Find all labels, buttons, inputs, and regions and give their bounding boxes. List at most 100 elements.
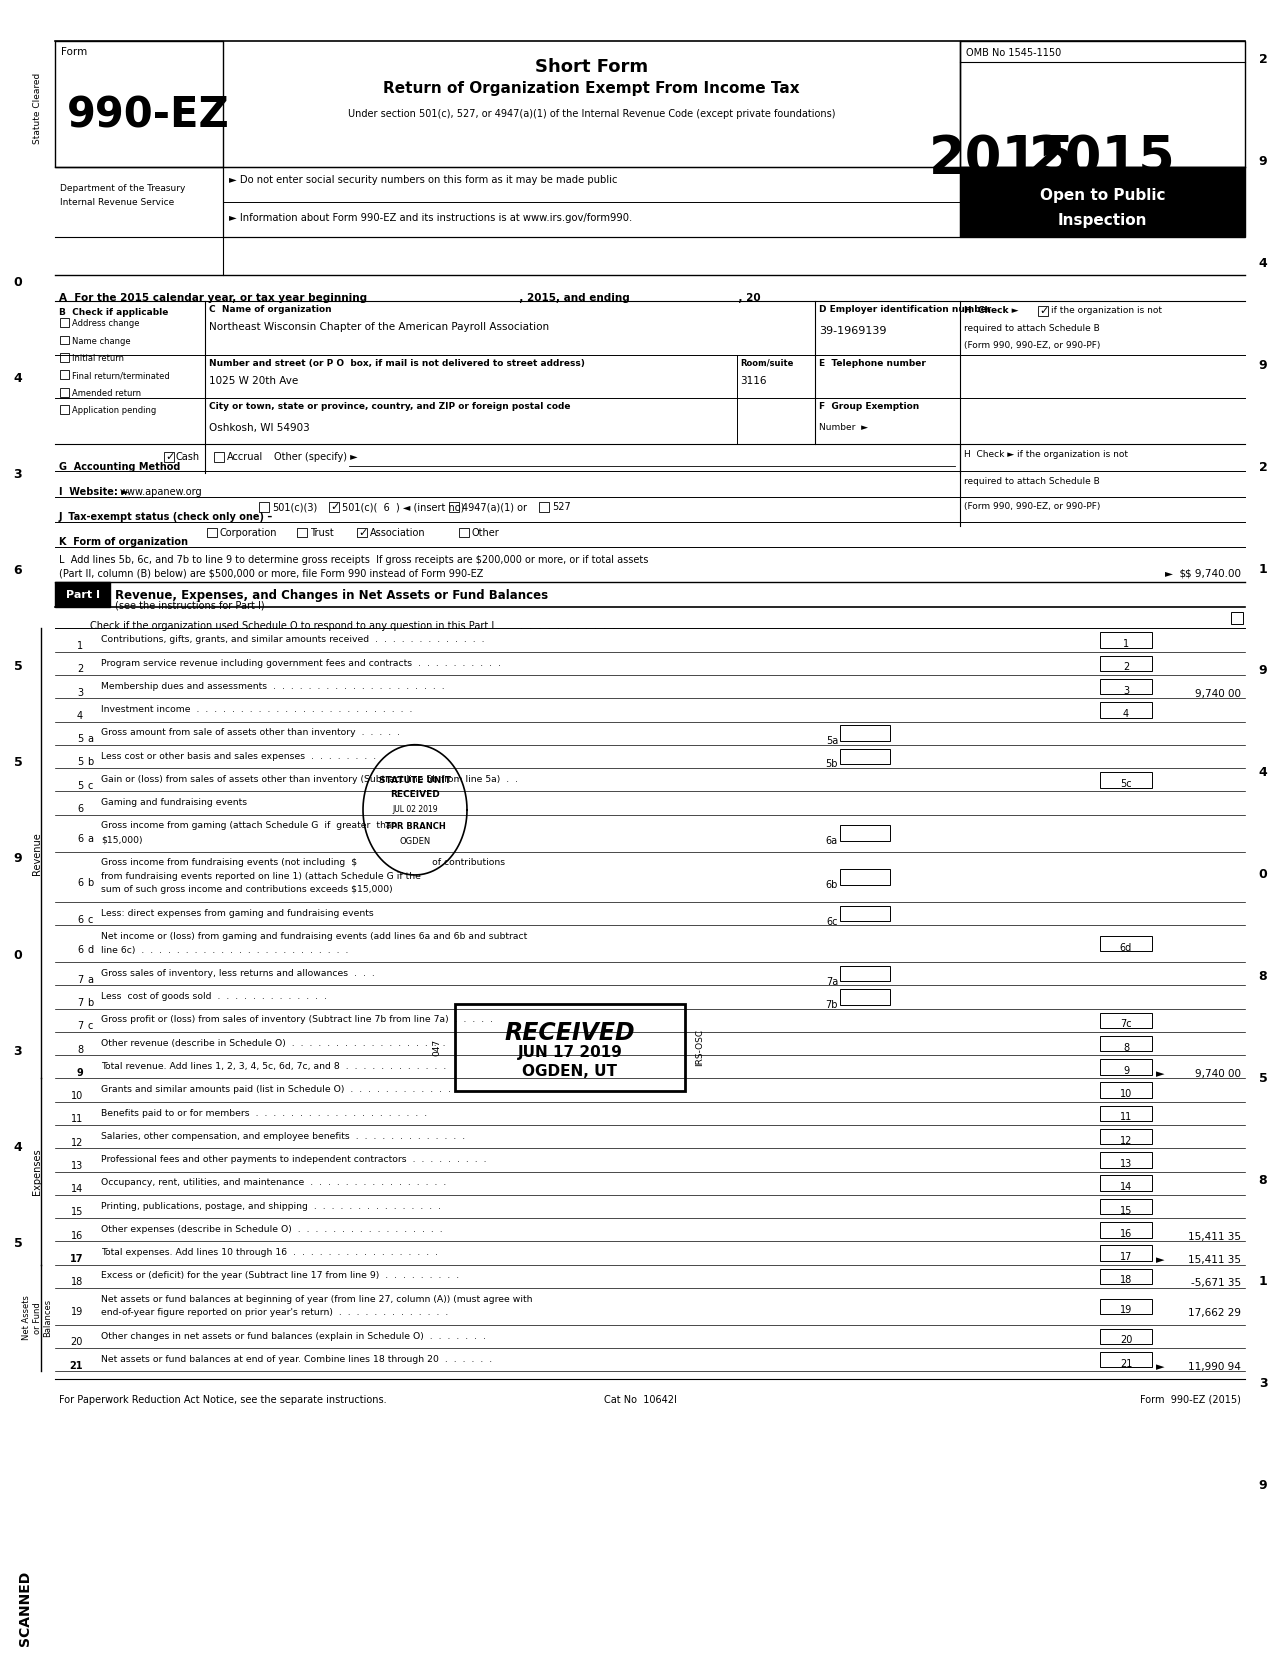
Text: 6a: 6a	[826, 836, 838, 846]
Text: 14: 14	[70, 1184, 83, 1193]
Text: 6: 6	[77, 944, 83, 955]
Bar	[1100, 772, 1152, 787]
Text: Expenses: Expenses	[32, 1149, 42, 1195]
Text: c: c	[87, 1022, 92, 1031]
Text: Printing, publications, postage, and shipping  .  .  .  .  .  .  .  .  .  .  .  : Printing, publications, postage, and shi…	[101, 1202, 442, 1210]
Text: IRS-OSC: IRS-OSC	[695, 1028, 704, 1066]
Text: 4947(a)(1) or: 4947(a)(1) or	[462, 503, 527, 512]
Text: 0: 0	[14, 949, 22, 962]
Text: RECEIVED: RECEIVED	[504, 1022, 635, 1045]
Text: 6: 6	[14, 564, 22, 577]
Text: 15: 15	[70, 1207, 83, 1218]
Text: Name change: Name change	[72, 337, 131, 345]
Text: 527: 527	[552, 503, 571, 512]
Text: 3: 3	[1123, 686, 1129, 696]
Text: Revenue, Expenses, and Changes in Net Assets or Fund Balances: Revenue, Expenses, and Changes in Net As…	[115, 588, 548, 602]
Text: (Form 990, 990-EZ, or 990-PF): (Form 990, 990-EZ, or 990-PF)	[964, 503, 1101, 511]
Text: RECEIVED: RECEIVED	[390, 790, 440, 800]
Text: Northeast Wisconsin Chapter of the American Payroll Association: Northeast Wisconsin Chapter of the Ameri…	[209, 322, 549, 332]
Text: 11: 11	[1120, 1112, 1132, 1122]
Text: 4: 4	[14, 1141, 22, 1154]
Bar	[1100, 633, 1152, 648]
Text: For Paperwork Reduction Act Notice, see the separate instructions.: For Paperwork Reduction Act Notice, see …	[59, 1395, 387, 1405]
Bar	[1100, 1060, 1152, 1074]
Text: H  Check ►: H Check ►	[964, 306, 1019, 316]
Text: Less  cost of goods sold  .  .  .  .  .  .  .  .  .  .  .  .  .: Less cost of goods sold . . . . . . . . …	[101, 992, 326, 1002]
Text: 9: 9	[77, 1068, 83, 1078]
Bar	[207, 527, 218, 537]
Bar	[960, 41, 1245, 167]
Text: I  Website: ►: I Website: ►	[59, 488, 129, 498]
Bar	[1231, 612, 1243, 623]
Text: 9: 9	[14, 853, 22, 866]
Text: ✓: ✓	[1039, 306, 1048, 316]
Bar	[60, 405, 69, 415]
Text: Contributions, gifts, grants, and similar amounts received  .  .  .  .  .  .  . : Contributions, gifts, grants, and simila…	[101, 635, 485, 645]
Bar	[1100, 703, 1152, 717]
Text: 7c: 7c	[1120, 1020, 1132, 1030]
Text: 501(c)(3): 501(c)(3)	[273, 503, 317, 512]
Text: Other changes in net assets or fund balances (explain in Schedule O)  .  .  .  .: Other changes in net assets or fund bala…	[101, 1332, 486, 1341]
Bar	[1100, 1152, 1152, 1167]
Text: 15,411 35: 15,411 35	[1188, 1255, 1242, 1265]
Bar	[164, 451, 174, 461]
Text: 20: 20	[70, 1337, 83, 1347]
Bar	[297, 527, 307, 537]
Text: 5: 5	[77, 780, 83, 790]
Text: Gross income from fundraising events (not including  $                         o: Gross income from fundraising events (no…	[101, 858, 506, 868]
Text: Other expenses (describe in Schedule O)  .  .  .  .  .  .  .  .  .  .  .  .  .  : Other expenses (describe in Schedule O) …	[101, 1225, 443, 1233]
Bar	[1100, 1299, 1152, 1314]
Text: 8: 8	[77, 1045, 83, 1055]
Text: Number  ►: Number ►	[819, 423, 868, 431]
Text: 4: 4	[77, 711, 83, 721]
Text: C  Name of organization: C Name of organization	[209, 304, 332, 314]
Text: J  Tax-exempt status (check only one) –: J Tax-exempt status (check only one) –	[59, 512, 273, 522]
Text: 13: 13	[70, 1160, 83, 1170]
Bar	[1100, 1198, 1152, 1215]
Text: 1: 1	[1258, 562, 1267, 575]
Text: Other: Other	[472, 527, 499, 537]
Text: (Part II, column (B) below) are $500,000 or more, file Form 990 instead of Form : (Part II, column (B) below) are $500,000…	[59, 569, 484, 579]
Text: Amended return: Amended return	[72, 388, 141, 398]
Text: Form: Form	[61, 46, 87, 56]
Text: JUL 02 2019: JUL 02 2019	[392, 805, 438, 813]
Text: c: c	[87, 914, 92, 924]
Text: 9,740 00: 9,740 00	[1196, 1069, 1242, 1079]
Text: Application pending: Application pending	[72, 407, 156, 415]
Text: 21: 21	[1120, 1359, 1133, 1369]
Text: Total revenue. Add lines 1, 2, 3, 4, 5c, 6d, 7c, and 8  .  .  .  .  .  .  .  .  : Total revenue. Add lines 1, 2, 3, 4, 5c,…	[101, 1061, 447, 1071]
Text: OMB No 1545-1150: OMB No 1545-1150	[966, 48, 1061, 58]
Text: 1: 1	[1123, 640, 1129, 650]
Text: D Employer identification number: D Employer identification number	[819, 304, 991, 314]
Text: 9: 9	[1258, 359, 1267, 372]
Text: 9: 9	[1123, 1066, 1129, 1076]
Text: .  .  .  .  .  .  .  .  .  .  .: . . . . . . . . . . .	[520, 622, 616, 631]
Text: 17,662 29: 17,662 29	[1188, 1308, 1242, 1319]
Text: d: d	[87, 944, 93, 955]
Text: A  For the 2015 calendar year, or tax year beginning                            : A For the 2015 calendar year, or tax yea…	[59, 293, 760, 302]
Text: 11,990 94: 11,990 94	[1188, 1362, 1242, 1372]
Text: $ 9,740.00: $ 9,740.00	[1185, 569, 1242, 579]
Bar	[539, 503, 549, 512]
Text: b: b	[87, 757, 93, 767]
Text: ►: ►	[1156, 1362, 1165, 1372]
Text: Address change: Address change	[72, 319, 140, 327]
Text: 12: 12	[70, 1137, 83, 1147]
Text: Gross profit or (loss) from sales of inventory (Subtract line 7b from line 7a)  : Gross profit or (loss) from sales of inv…	[101, 1015, 493, 1025]
Text: 16: 16	[70, 1231, 83, 1241]
Bar	[1100, 1013, 1152, 1028]
Text: 9: 9	[1258, 1479, 1267, 1493]
Text: (see the instructions for Part I): (see the instructions for Part I)	[115, 600, 265, 610]
Text: Open to Public: Open to Public	[1039, 188, 1165, 203]
Bar	[1038, 306, 1048, 316]
Bar	[60, 370, 69, 379]
Text: Gross sales of inventory, less returns and allowances  .  .  .: Gross sales of inventory, less returns a…	[101, 969, 375, 979]
Text: Cat No  10642I: Cat No 10642I	[604, 1395, 676, 1405]
Bar	[357, 527, 367, 537]
Text: Short Form: Short Form	[535, 58, 648, 76]
Bar	[840, 906, 890, 921]
Text: -5,671 35: -5,671 35	[1190, 1278, 1242, 1288]
Text: required to attach Schedule B: required to attach Schedule B	[964, 324, 1100, 332]
Text: 6: 6	[77, 914, 83, 924]
Text: Gaming and fundraising events: Gaming and fundraising events	[101, 798, 247, 807]
